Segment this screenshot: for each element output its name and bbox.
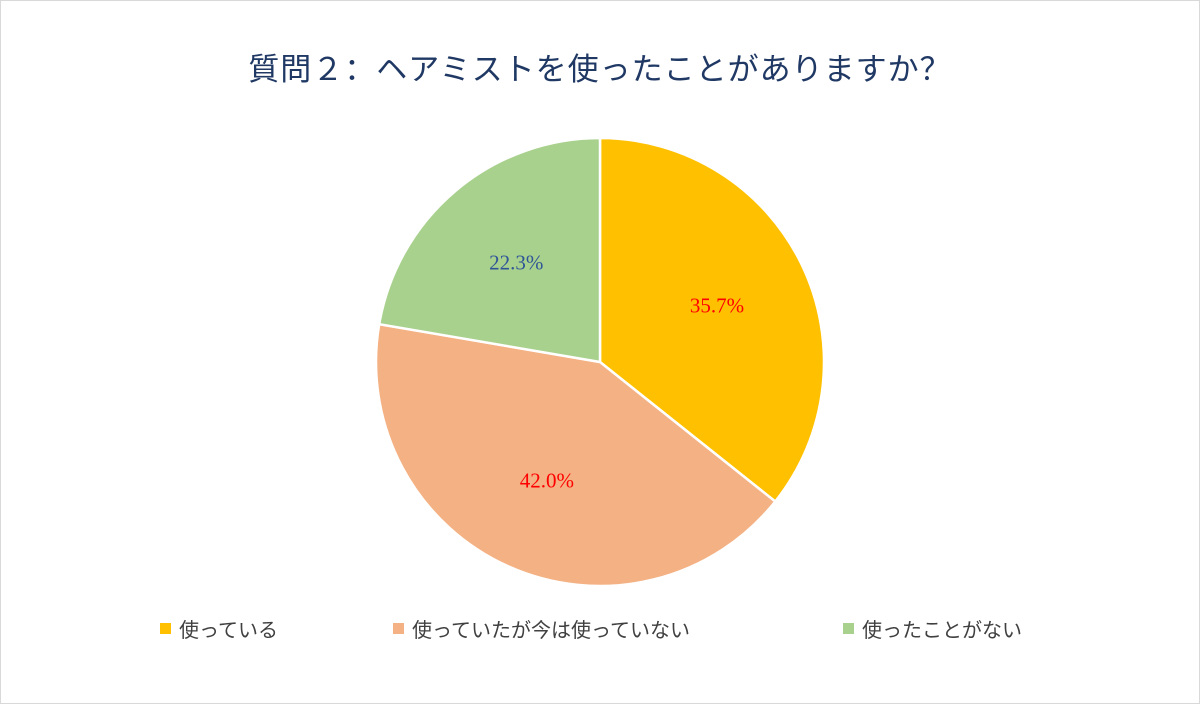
chart-title: 質問２：ヘアミストを使ったことがありますか？	[248, 52, 952, 88]
legend-swatch-using	[160, 622, 171, 634]
pie-value-labels: 35.7% 42.0% 22.3%	[489, 251, 744, 493]
legend-swatch-never-used	[843, 622, 854, 634]
legend-item-using: 使っている	[160, 610, 278, 646]
pie-value-label-using: 35.7%	[690, 294, 744, 318]
pie-slice-used-before	[374, 322, 777, 588]
pie-slices	[374, 136, 826, 588]
chart-legend: 使っている 使っていたが今は使っていない 使ったことがない	[0, 610, 1200, 646]
pie-slice-never-used	[377, 136, 602, 364]
legend-swatch-used-before	[393, 622, 404, 634]
legend-item-never-used: 使ったことがない	[843, 610, 1022, 646]
pie-slice-using	[598, 136, 826, 503]
legend-label-using: 使っている	[179, 617, 278, 642]
pie-value-label-never-used: 22.3%	[489, 251, 543, 275]
legend-label-never-used: 使ったことがない	[862, 617, 1022, 642]
legend-label-used-before: 使っていたが今は使っていない	[412, 617, 690, 642]
legend-item-used-before: 使っていたが今は使っていない	[393, 610, 690, 646]
pie-value-label-used-before: 42.0%	[520, 469, 574, 493]
